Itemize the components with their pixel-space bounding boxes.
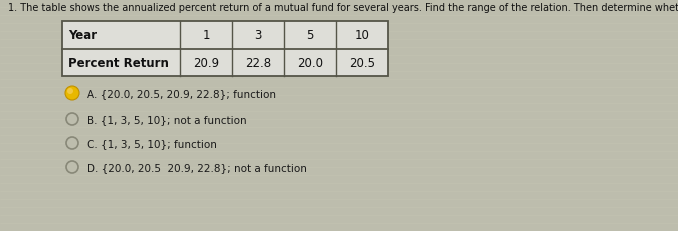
- Text: Year: Year: [68, 29, 97, 42]
- Text: 22.8: 22.8: [245, 57, 271, 70]
- Circle shape: [65, 87, 79, 100]
- Text: 10: 10: [355, 29, 370, 42]
- Text: 3: 3: [254, 29, 262, 42]
- Circle shape: [66, 113, 78, 125]
- Bar: [62, 22, 388, 77]
- Bar: [62, 22, 388, 77]
- Circle shape: [66, 161, 78, 173]
- Text: Percent Return: Percent Return: [68, 57, 169, 70]
- Text: 20.5: 20.5: [349, 57, 375, 70]
- Text: 20.9: 20.9: [193, 57, 219, 70]
- Circle shape: [66, 137, 78, 149]
- Text: 1: 1: [202, 29, 210, 42]
- Text: 5: 5: [306, 29, 314, 42]
- Text: C. {1, 3, 5, 10}; function: C. {1, 3, 5, 10}; function: [87, 138, 217, 148]
- Text: D. {20.0, 20.5  20.9, 22.8}; not a function: D. {20.0, 20.5 20.9, 22.8}; not a functi…: [87, 162, 307, 172]
- Text: B. {1, 3, 5, 10}; not a function: B. {1, 3, 5, 10}; not a function: [87, 115, 247, 125]
- Text: 1. The table shows the annualized percent return of a mutual fund for several ye: 1. The table shows the annualized percen…: [8, 3, 678, 13]
- Text: A. {20.0, 20.5, 20.9, 22.8}; function: A. {20.0, 20.5, 20.9, 22.8}; function: [87, 89, 276, 99]
- Circle shape: [67, 89, 73, 94]
- Text: 20.0: 20.0: [297, 57, 323, 70]
